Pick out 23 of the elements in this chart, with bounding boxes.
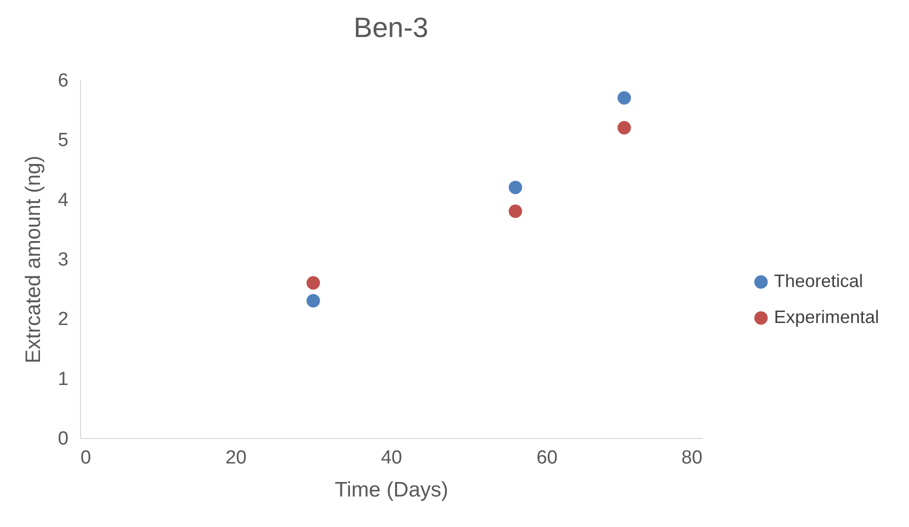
y-tick-label: 4 xyxy=(58,190,69,211)
y-axis-title: Extrcated amount (ng) xyxy=(22,156,45,364)
x-tick-label: 20 xyxy=(225,448,247,468)
y-tick-label: 3 xyxy=(58,250,68,270)
legend-label: Experimental xyxy=(774,307,880,327)
point xyxy=(618,91,631,105)
y-tick-label: 1 xyxy=(58,368,68,390)
y-tick-label: 0 xyxy=(58,428,68,450)
y-tick-label: 6 xyxy=(58,70,68,92)
chart-title: Ben-3 xyxy=(354,12,428,43)
point xyxy=(306,276,320,290)
point xyxy=(618,121,631,134)
point xyxy=(508,204,522,218)
y-tick-label: 5 xyxy=(58,130,68,152)
x-axis-title: Time (Days) xyxy=(334,478,448,502)
legend-label: Theoretical xyxy=(774,271,864,291)
x-tick-label: 40 xyxy=(380,448,402,468)
x-tick-label: 0 xyxy=(80,448,92,468)
point xyxy=(306,294,320,308)
point xyxy=(508,180,522,194)
x-tick-label: 80 xyxy=(681,448,702,468)
y-tick-label: 2 xyxy=(58,309,68,330)
x-tick-label: 60 xyxy=(536,448,558,468)
